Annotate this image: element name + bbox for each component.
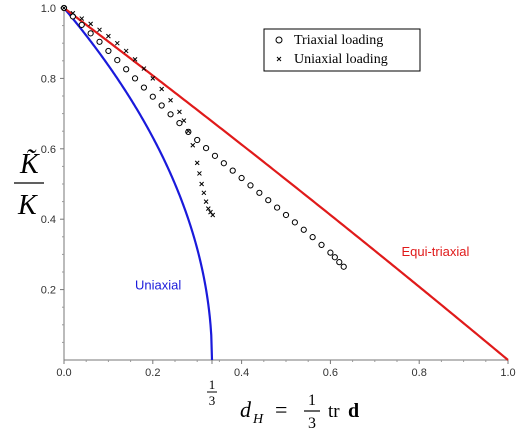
uniaxial-point	[159, 86, 165, 92]
x-tick-label: 0.8	[412, 367, 427, 379]
x-tick-label: 0.6	[323, 367, 338, 379]
uniaxial-point	[150, 76, 156, 81]
curve-label-equitriaxial: Equi-triaxial	[401, 244, 469, 259]
triaxial-point	[167, 111, 174, 118]
x-label-frac-numerator: 1	[308, 392, 316, 409]
triaxial-point	[87, 30, 94, 37]
triaxial-point	[265, 197, 272, 204]
uniaxial-point	[199, 181, 204, 187]
triaxial-point	[78, 21, 85, 28]
triaxial-point	[300, 226, 307, 233]
triaxial-point	[211, 152, 219, 159]
triaxial-point	[140, 84, 148, 91]
triaxial-point	[274, 204, 281, 211]
uniaxial-point	[114, 40, 120, 46]
y-label-numerator: K̃	[19, 149, 40, 180]
model-curves	[63, 7, 509, 361]
uniaxial-point	[177, 109, 182, 115]
triaxial-point	[282, 211, 290, 219]
x-label-bold-d: d	[348, 400, 359, 422]
x-tick-one-third-numerator: 1	[209, 377, 216, 392]
uniaxial-point	[88, 21, 93, 27]
data-markers	[60, 4, 347, 270]
triaxial-point	[158, 102, 165, 109]
legend-cross-marker	[276, 56, 282, 62]
x-tick-label: 0.2	[145, 367, 160, 379]
triaxial-point	[291, 219, 298, 226]
y-tick-label: 0.2	[41, 285, 56, 297]
curve-label-uniaxial: Uniaxial	[135, 278, 181, 293]
x-label-subscript: H	[252, 412, 264, 427]
uniaxial-point	[205, 206, 211, 211]
triaxial-point	[176, 120, 183, 127]
x-tick-label: 0.0	[56, 367, 71, 379]
triaxial-point	[96, 38, 103, 45]
uniaxial-point	[201, 190, 207, 196]
uniaxial-point	[203, 199, 209, 204]
axes: 0.0 0.2 0.4 0.6 0.8 1.0 0.2 0.4 0.6 0.8 1.0	[41, 3, 516, 379]
uniaxial-point	[123, 48, 129, 54]
triaxial-point	[256, 189, 263, 196]
curve-uniaxial	[63, 7, 214, 361]
uniaxial-point	[79, 16, 85, 21]
x-tick-label: 0.4	[234, 367, 249, 379]
triaxial-point	[194, 136, 201, 144]
uniaxial-point	[190, 142, 196, 148]
x-label-equals: =	[275, 397, 287, 422]
triaxial-point	[220, 160, 227, 167]
legend-circle-marker	[275, 36, 283, 44]
triaxial-point	[331, 254, 338, 261]
legend-label-uniaxial: Uniaxial loading	[294, 52, 388, 67]
x-tick-label: 1.0	[500, 367, 515, 379]
legend-box	[263, 28, 421, 72]
x-label-trace: tr	[328, 401, 340, 422]
uniaxial-point	[168, 97, 173, 103]
y-tick-label: 0.8	[41, 73, 56, 85]
uniaxial-point	[185, 128, 191, 134]
triaxial-point	[309, 234, 316, 241]
x-tick-one-third-denominator: 3	[209, 393, 216, 408]
uniaxial-point	[106, 33, 111, 39]
x-axis-label: d H = 1 3 tr d	[240, 392, 359, 432]
triaxial-point	[202, 144, 210, 152]
uniaxial-point	[141, 66, 147, 71]
y-tick-label: 0.4	[41, 214, 56, 226]
x-label-d: d	[240, 397, 252, 422]
triaxial-point	[114, 56, 121, 64]
y-tick-label: 1.0	[41, 3, 56, 15]
uniaxial-point	[181, 118, 187, 123]
uniaxial-point	[210, 212, 216, 218]
triaxial-point	[238, 174, 245, 182]
triaxial-point	[327, 249, 334, 256]
triaxial-point	[318, 241, 325, 248]
curve-labels: Uniaxial Equi-triaxial	[135, 244, 469, 292]
triaxial-point	[247, 182, 254, 189]
triaxial-point	[105, 47, 112, 55]
y-axis-label: K̃ K	[14, 149, 44, 221]
uniaxial-point	[97, 27, 102, 33]
legend-label-triaxial: Triaxial loading	[294, 33, 383, 48]
triaxial-point	[131, 75, 139, 82]
triaxial-point	[123, 66, 130, 73]
triaxial-point	[149, 93, 156, 100]
uniaxial-point	[70, 10, 76, 16]
x-tick-one-third: 1 3	[207, 377, 217, 408]
curve-equitriaxial	[63, 7, 509, 361]
y-tick-label: 0.6	[41, 144, 56, 156]
x-label-frac-denominator: 3	[308, 415, 316, 432]
triaxial-point	[340, 263, 347, 270]
uniaxial-point	[61, 5, 67, 11]
uniaxial-point	[132, 57, 138, 62]
triaxial-point	[336, 259, 343, 266]
uniaxial-point	[194, 160, 200, 166]
triaxial-point	[229, 167, 236, 174]
y-label-denominator: K	[17, 190, 38, 221]
uniaxial-point	[197, 171, 202, 176]
legend: Triaxial loading Uniaxial loading	[263, 28, 421, 72]
